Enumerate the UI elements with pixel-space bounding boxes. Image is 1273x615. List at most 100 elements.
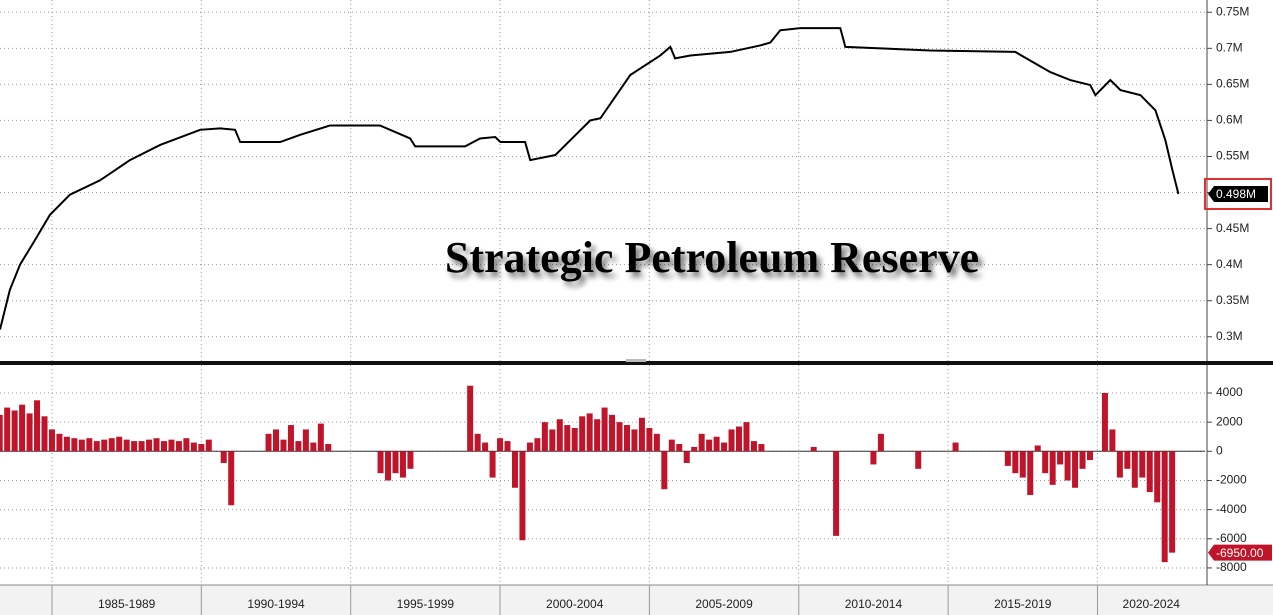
bar bbox=[1131, 451, 1138, 488]
bar bbox=[586, 413, 593, 452]
bar bbox=[698, 433, 705, 452]
bar bbox=[302, 429, 309, 452]
bar bbox=[1146, 451, 1153, 493]
bar bbox=[1042, 451, 1049, 474]
bar bbox=[1154, 451, 1161, 503]
bar bbox=[205, 439, 212, 452]
bar bbox=[71, 438, 78, 452]
bar bbox=[556, 419, 563, 452]
bar bbox=[638, 417, 645, 452]
bar bbox=[1086, 451, 1093, 461]
bar bbox=[713, 436, 720, 452]
bar bbox=[691, 446, 698, 452]
y-tick-label: 0.45M bbox=[1216, 221, 1249, 235]
bar bbox=[519, 451, 526, 541]
bar bbox=[1012, 451, 1019, 474]
bar bbox=[273, 429, 280, 452]
bar bbox=[198, 444, 205, 452]
bar bbox=[482, 442, 489, 452]
y-tick-label: 0.35M bbox=[1216, 293, 1249, 307]
y-tick-label: 0.3M bbox=[1216, 329, 1243, 343]
bar bbox=[564, 425, 571, 452]
bar bbox=[609, 414, 616, 452]
bar bbox=[511, 451, 518, 488]
bar bbox=[668, 439, 675, 452]
y-tick-label: -6000 bbox=[1216, 531, 1247, 545]
bar bbox=[526, 442, 533, 452]
bar bbox=[721, 442, 728, 452]
bar bbox=[534, 438, 541, 452]
bar bbox=[646, 427, 653, 452]
bar bbox=[1057, 451, 1064, 465]
bar bbox=[392, 451, 399, 474]
bar bbox=[116, 436, 123, 452]
y-tick-label: -4000 bbox=[1216, 502, 1247, 516]
bar bbox=[594, 419, 601, 452]
end-label: 0.498M bbox=[1216, 187, 1256, 201]
bar bbox=[1027, 451, 1034, 496]
bar bbox=[385, 451, 392, 481]
bar bbox=[810, 446, 817, 452]
bar bbox=[743, 422, 750, 452]
bar bbox=[63, 436, 70, 452]
bar bbox=[467, 385, 474, 452]
bar bbox=[175, 441, 182, 452]
end-label: -6950.00 bbox=[1216, 546, 1264, 560]
bar bbox=[377, 451, 384, 474]
bar bbox=[1101, 392, 1108, 452]
bar bbox=[1034, 445, 1041, 452]
bar bbox=[34, 400, 41, 452]
bar bbox=[877, 433, 884, 452]
y-tick-label: 0.4M bbox=[1216, 257, 1243, 271]
x-period-label: 2015-2019 bbox=[994, 597, 1052, 611]
y-tick-label: 0.7M bbox=[1216, 40, 1243, 54]
bar bbox=[616, 422, 623, 452]
bar bbox=[310, 442, 317, 452]
bar bbox=[571, 427, 578, 452]
bar bbox=[631, 429, 638, 452]
y-tick-label: 0.6M bbox=[1216, 113, 1243, 127]
bar bbox=[1019, 451, 1026, 478]
bar bbox=[661, 451, 668, 490]
y-tick-label: 0 bbox=[1216, 443, 1223, 457]
bar bbox=[4, 407, 11, 452]
bar bbox=[1004, 451, 1011, 466]
bar bbox=[86, 438, 93, 452]
bar bbox=[1116, 451, 1123, 478]
bar bbox=[190, 442, 197, 452]
bar bbox=[750, 441, 757, 452]
bar bbox=[168, 439, 175, 452]
bar bbox=[870, 451, 877, 465]
bar bbox=[489, 451, 496, 478]
bar bbox=[1169, 451, 1176, 553]
bar bbox=[1139, 451, 1146, 478]
bar bbox=[0, 414, 3, 452]
x-period-label: 1985-1989 bbox=[98, 597, 156, 611]
bar bbox=[623, 425, 630, 452]
bar bbox=[601, 407, 608, 452]
bar bbox=[497, 438, 504, 452]
y-tick-label: 0.75M bbox=[1216, 4, 1249, 18]
y-tick-label: -2000 bbox=[1216, 473, 1247, 487]
bar bbox=[706, 439, 713, 452]
x-period-label: 2005-2009 bbox=[695, 597, 753, 611]
end-label-box bbox=[1208, 185, 1268, 202]
line bbox=[0, 27, 1180, 330]
x-period-label: 2020-2024 bbox=[1123, 597, 1181, 611]
bar bbox=[1109, 429, 1116, 452]
bar bbox=[758, 444, 765, 452]
bar bbox=[228, 451, 235, 506]
y-tick-label: 0.65M bbox=[1216, 77, 1249, 91]
bar bbox=[19, 404, 26, 452]
x-period-label: 2000-2004 bbox=[546, 597, 604, 611]
bar bbox=[138, 441, 145, 452]
bar bbox=[78, 439, 85, 452]
bar bbox=[48, 429, 55, 452]
bar bbox=[728, 429, 735, 452]
bar bbox=[915, 451, 922, 469]
bar bbox=[280, 439, 287, 452]
highlight-box bbox=[1204, 177, 1272, 210]
x-axis-band bbox=[0, 585, 1273, 615]
y-tick-label: 4000 bbox=[1216, 385, 1243, 399]
